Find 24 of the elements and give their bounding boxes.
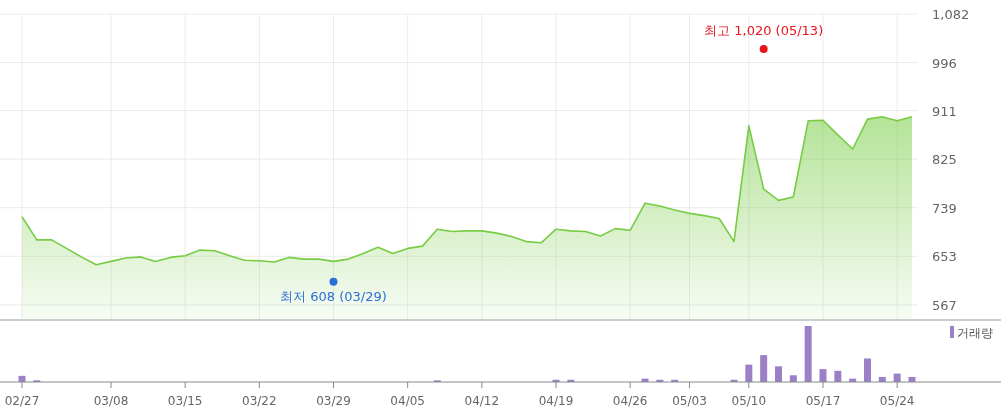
x-tick-label: 04/12 <box>464 394 500 408</box>
x-tick-label: 04/26 <box>612 394 648 408</box>
x-tick-label: 03/29 <box>316 394 351 408</box>
x-tick-label: 05/10 <box>731 394 767 408</box>
x-tick-label: 03/22 <box>242 394 277 408</box>
x-tick-label: 02/27 <box>4 394 40 408</box>
annotation: 최고 1,020 (05/13) <box>704 23 824 39</box>
legend: 거래량 <box>950 326 993 340</box>
y-tick-label: 567 <box>932 297 957 313</box>
x-tick-label: 03/15 <box>167 394 203 408</box>
x-tick-label: 03/08 <box>93 394 129 408</box>
y-tick-label: 996 <box>932 55 957 71</box>
legend-label: 거래량 <box>957 326 993 340</box>
annotation: 최저 608 (03/29) <box>280 288 387 304</box>
x-tick-label: 05/17 <box>805 394 841 408</box>
y-tick-label: 653 <box>932 249 957 265</box>
x-tick-label: 05/03 <box>672 394 707 408</box>
y-tick-label: 1,082 <box>932 7 970 22</box>
y-tick-label: 825 <box>932 152 957 168</box>
x-tick-label: 04/19 <box>538 394 574 408</box>
x-tick-label: 05/24 <box>879 394 915 408</box>
x-tick-label: 04/05 <box>390 394 425 408</box>
y-tick-label: 739 <box>932 200 957 216</box>
y-tick-label: 911 <box>932 103 957 119</box>
